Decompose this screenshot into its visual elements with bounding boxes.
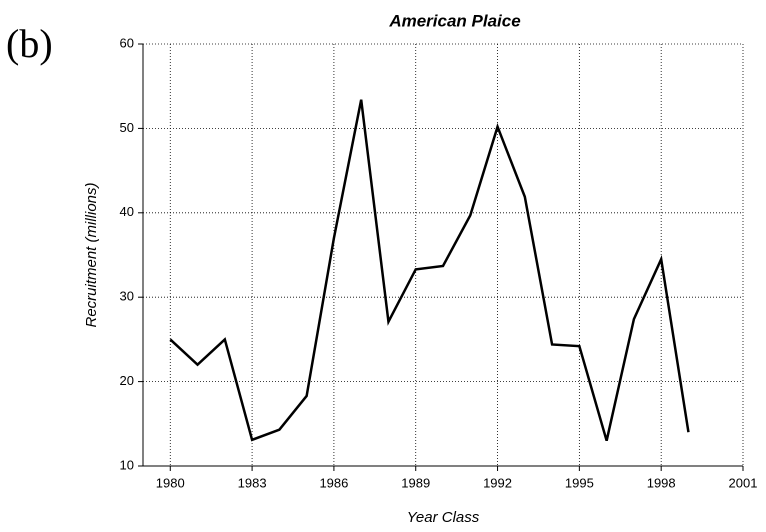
y-tick-label: 10 — [120, 457, 134, 472]
x-axis-label: Year Class — [407, 509, 480, 526]
y-tick-label: 40 — [120, 204, 134, 219]
y-axis-label: Recruitment (millions) — [83, 182, 100, 327]
x-tick-label: 2001 — [729, 475, 758, 490]
data-line — [169, 99, 690, 442]
x-tick-label: 1980 — [156, 475, 185, 490]
y-tick-label: 60 — [120, 35, 134, 50]
x-tick-label: 1998 — [647, 475, 676, 490]
y-tick-label: 50 — [120, 120, 134, 135]
y-tick-label: 20 — [120, 373, 134, 388]
x-tick-label: 1986 — [319, 475, 348, 490]
chart-title: American Plaice — [388, 11, 520, 30]
x-tick-label: 1995 — [565, 475, 594, 490]
x-tick-label: 1989 — [401, 475, 430, 490]
panel-label: (b) — [6, 21, 53, 66]
y-tick-label: 30 — [120, 289, 134, 304]
x-tick-label: 1992 — [483, 475, 512, 490]
x-tick-label: 1983 — [238, 475, 267, 490]
